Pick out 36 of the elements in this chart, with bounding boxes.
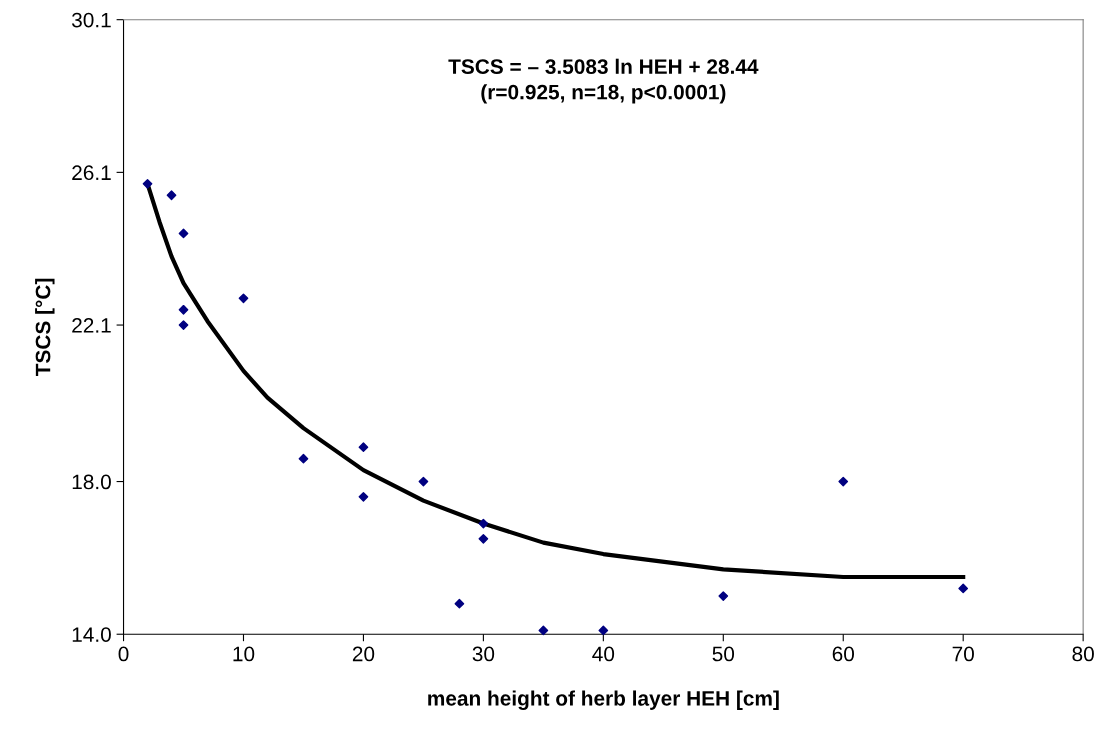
annotation: (r=0.925, n=18, p<0.0001) bbox=[481, 84, 726, 104]
point bbox=[958, 583, 969, 594]
point bbox=[454, 598, 465, 609]
y-tick-label: 22.1 bbox=[72, 318, 111, 333]
x-tick-label: 50 bbox=[712, 646, 735, 662]
point bbox=[418, 476, 429, 487]
x-tick-label: 40 bbox=[592, 646, 615, 662]
y-tick-label: 18.0 bbox=[72, 474, 111, 490]
x-tick-label: 60 bbox=[832, 646, 855, 662]
point bbox=[142, 178, 153, 189]
x-tick-label: 10 bbox=[233, 646, 255, 662]
point bbox=[478, 533, 489, 544]
x-tick-label: 0 bbox=[118, 646, 129, 662]
x-tick-label: 80 bbox=[1072, 646, 1094, 662]
y-tick-label: 14.0 bbox=[72, 627, 111, 642]
point bbox=[538, 625, 549, 636]
y-axis-title: TSCS [°C] bbox=[35, 278, 55, 377]
point bbox=[358, 491, 369, 502]
y-tick-label: 30.1 bbox=[71, 12, 111, 28]
point bbox=[598, 625, 609, 636]
x-tick-label: 30 bbox=[472, 646, 495, 662]
point bbox=[166, 190, 177, 201]
point bbox=[478, 518, 489, 529]
x-tick-label: 70 bbox=[952, 646, 974, 662]
point bbox=[718, 591, 729, 601]
point bbox=[838, 476, 849, 487]
x-tick-label: 20 bbox=[352, 646, 375, 662]
annotation: TSCS = – 3.5083 ln HEH + 28.44 bbox=[448, 58, 759, 75]
point bbox=[298, 453, 309, 464]
point bbox=[358, 442, 369, 453]
x-axis-title: mean height of herb layer HEH [cm] bbox=[428, 690, 779, 710]
point bbox=[178, 320, 189, 330]
point bbox=[178, 304, 189, 315]
point bbox=[178, 228, 189, 239]
y-tick-label: 26.1 bbox=[72, 165, 111, 181]
point bbox=[238, 293, 249, 304]
